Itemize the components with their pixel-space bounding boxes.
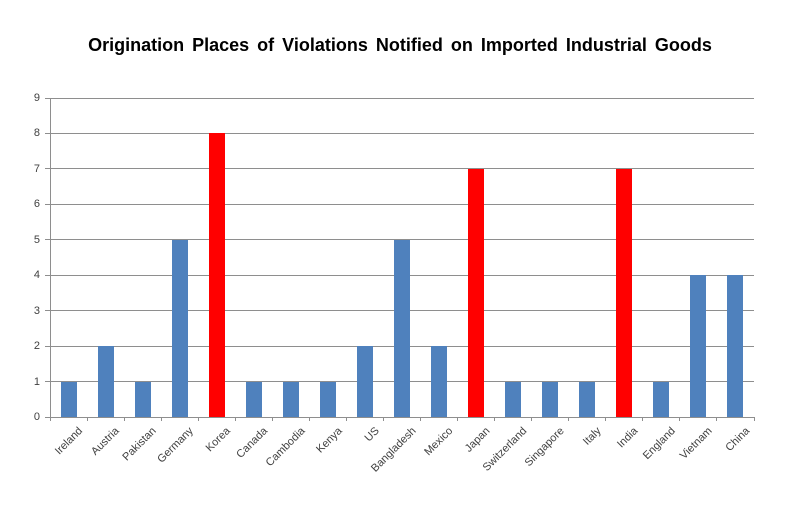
x-axis-label-ireland: Ireland [52, 425, 86, 458]
bar-china [727, 275, 744, 417]
x-axis-label-pakistan: Pakistan [120, 425, 160, 464]
x-axis-tick [308, 417, 310, 421]
x-axis-tick [123, 417, 125, 421]
gridline [50, 203, 754, 205]
y-axis-tick [45, 97, 50, 99]
bar-austria [97, 346, 114, 417]
bar-pakistan [134, 381, 151, 417]
y-axis-tick-label: 0 [33, 411, 40, 423]
y-axis-tick-label: 5 [33, 233, 40, 246]
y-axis-tick-label: 3 [33, 304, 40, 317]
x-axis-tick [197, 417, 199, 421]
x-axis-label-china: China [723, 425, 752, 454]
x-axis-tick [531, 417, 533, 421]
gridline [50, 97, 754, 99]
y-axis [50, 98, 51, 421]
bar-kenya [319, 381, 336, 417]
y-axis-tick-label: 4 [33, 269, 40, 282]
y-axis-tick-label: 8 [33, 127, 40, 140]
x-axis-label-vietnam: Vietnam [678, 425, 715, 462]
y-axis-tick [45, 345, 50, 347]
x-axis-tick [753, 417, 755, 421]
bar-switzerland [505, 381, 522, 417]
x-axis-label-canada: Canada [234, 425, 271, 461]
y-axis-tick-label: 7 [33, 162, 40, 175]
gridline [50, 168, 754, 170]
x-axis-label-cambodia: Cambodia [263, 425, 308, 469]
y-axis-tick [45, 416, 50, 418]
x-axis-tick [605, 417, 607, 421]
x-axis-tick [457, 417, 459, 421]
y-axis-tick [45, 381, 50, 383]
x-axis-tick [345, 417, 347, 421]
x-axis-tick [420, 417, 422, 421]
x-axis-tick [494, 417, 496, 421]
bar-canada [245, 381, 262, 417]
x-axis-label-singapore: Singapore [522, 425, 567, 469]
bar-korea [208, 133, 225, 417]
x-axis-tick [49, 417, 51, 421]
bar-bangladesh [394, 239, 410, 417]
bar-singapore [542, 381, 559, 417]
bar-italy [579, 381, 596, 417]
chart-title: Origination Places of Violations Notifie… [88, 35, 712, 55]
x-axis-label-korea: Korea [203, 425, 234, 455]
x-axis-tick [568, 417, 570, 421]
x-axis-tick [716, 417, 718, 421]
x-axis-tick [86, 417, 88, 421]
x-axis-tick [679, 417, 681, 421]
gridline [50, 132, 754, 134]
x-axis-label-italy: Italy [580, 425, 604, 448]
y-axis-tick [45, 310, 50, 312]
x-axis-tick [160, 417, 162, 421]
x-axis-label-england: England [640, 425, 678, 463]
bar-vietnam [690, 275, 707, 417]
y-axis-tick [45, 239, 50, 241]
bar-japan [468, 168, 485, 417]
x-axis-tick [234, 417, 236, 421]
y-axis-tick-label: 1 [33, 375, 40, 388]
x-axis [50, 416, 754, 418]
x-axis-label-germany: Germany [155, 425, 197, 466]
bar-cambodia [282, 381, 299, 417]
bar-india [616, 168, 633, 417]
y-axis-tick-label: 6 [33, 198, 40, 211]
x-axis-label-mexico: Mexico [422, 425, 456, 459]
x-axis-tick [642, 417, 644, 421]
x-axis-label-us: US [362, 425, 382, 445]
x-axis-tick [382, 417, 384, 421]
x-axis-label-india: India [615, 425, 641, 451]
bar-ireland [60, 381, 77, 417]
x-axis-tick [271, 417, 273, 421]
y-axis-tick-label: 9 [33, 92, 40, 104]
y-axis-tick [45, 203, 50, 205]
bar-us [356, 346, 373, 417]
y-axis-tick [45, 274, 50, 276]
bar-germany [171, 239, 188, 417]
y-axis-tick-label: 2 [33, 340, 40, 353]
y-axis-tick [45, 168, 50, 170]
bar-mexico [431, 346, 448, 417]
x-axis-label-kenya: Kenya [313, 425, 345, 456]
x-axis-label-austria: Austria [89, 425, 123, 458]
y-axis-tick [45, 132, 50, 134]
x-axis-label-japan: Japan [462, 425, 493, 455]
bar-england [653, 381, 670, 417]
